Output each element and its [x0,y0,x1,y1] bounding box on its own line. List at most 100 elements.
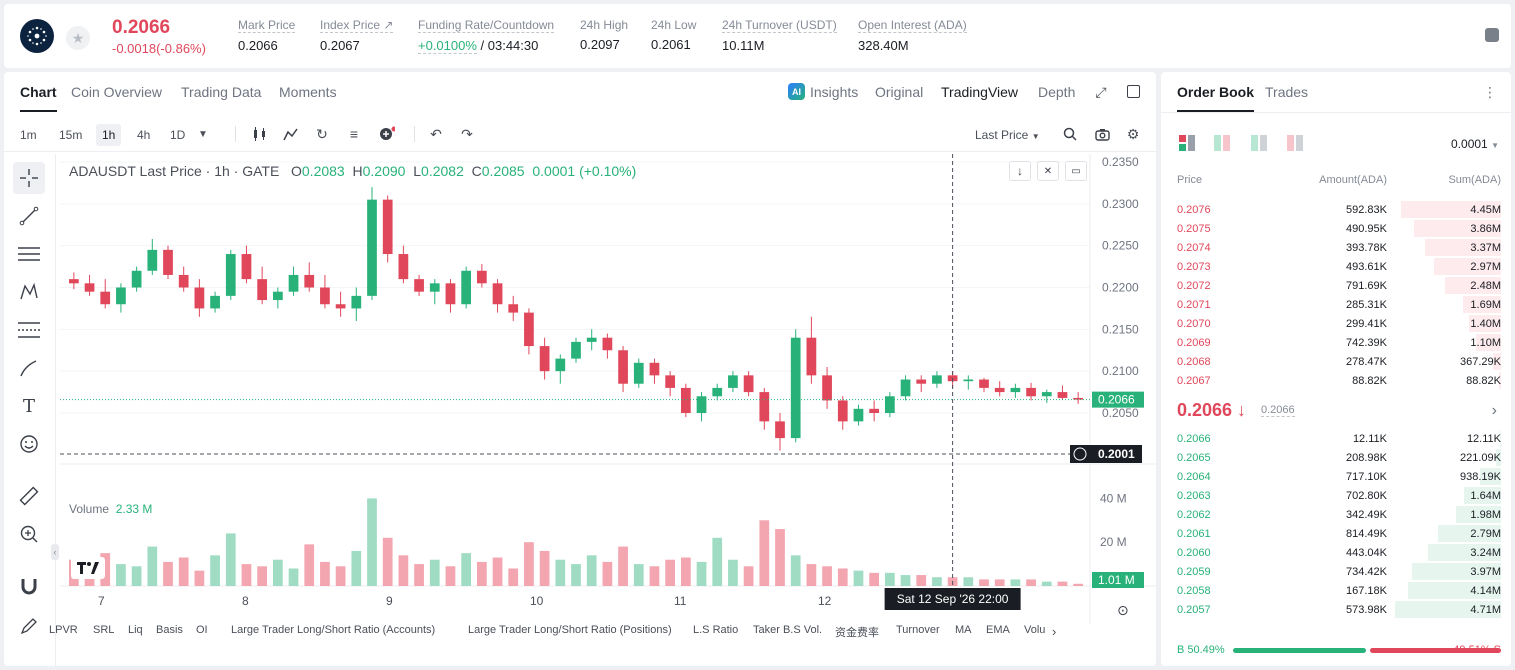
indicator-ema[interactable]: EMA [986,624,1010,636]
expand-icon[interactable]: ⤢ [1095,83,1107,100]
zoom-in-icon[interactable] [13,518,45,550]
bid-row[interactable]: 0.2063 702.80K 1.64M [1161,486,1511,505]
book-sell-only-icon[interactable] [1287,135,1303,151]
tab-depth[interactable]: Depth [1038,84,1076,100]
templates-icon[interactable]: ≡ [349,126,359,142]
mid-price[interactable]: 0.2066 ↓ [1177,400,1247,420]
timeframe-4h[interactable]: 4h [137,128,151,142]
bid-row[interactable]: 0.2065 208.98K 221.09K [1161,448,1511,467]
open-interest-stat[interactable]: Open Interest (ADA) 328.40M [858,18,967,53]
book-both-icon[interactable] [1179,135,1195,151]
refresh-icon[interactable]: ↻ [316,125,328,142]
timeframe-1h[interactable]: 1h [96,124,122,146]
pencil-icon[interactable] [13,610,45,642]
ask-row[interactable]: 0.2072 791.69K 2.48M [1161,276,1511,295]
timeframe-1d[interactable]: 1D [170,128,186,142]
ask-row[interactable]: 0.2070 299.41K 1.40M [1161,314,1511,333]
timeframe-dropdown-icon[interactable]: ▼ [198,128,208,140]
restore-icon[interactable]: ▭ [1065,161,1087,181]
indicator-srl[interactable]: SRL [93,624,115,636]
precision-select[interactable]: 0.0001 ▼ [1451,137,1499,151]
bid-row[interactable]: 0.2066 12.11K 12.11K [1161,429,1511,448]
tab-insights[interactable]: Insights [810,84,859,100]
ask-row[interactable]: 0.2075 490.95K 3.86M [1161,219,1511,238]
arrow-down-icon[interactable]: ↓ [1009,161,1031,181]
bid-row[interactable]: 0.2059 734.42K 3.97M [1161,562,1511,581]
add-indicator-icon[interactable] [379,126,395,142]
indicator-funding-rate[interactable]: 资金费率 [835,627,879,639]
ask-row[interactable]: 0.2073 493.61K 2.97M [1161,257,1511,276]
more-icon[interactable]: ⋮ [1483,84,1497,100]
collapse-toolbar-icon[interactable]: ‹ [51,544,59,560]
emoji-icon[interactable] [13,428,45,460]
indicator-turnover[interactable]: Turnover [896,624,940,636]
tab-order-book[interactable]: Order Book [1177,84,1255,112]
indicator-oi[interactable]: OI [196,624,208,636]
tab-moments[interactable]: Moments [279,84,337,100]
collapse-icon[interactable]: ✕ [1037,161,1059,181]
ask-row[interactable]: 0.2068 278.47K 367.29K [1161,352,1511,371]
redo-icon[interactable]: ↷ [461,125,473,142]
chevron-right-icon[interactable]: › [1052,624,1057,639]
price-type-select[interactable]: Last Price ▼ [975,128,1040,142]
indicator-liq[interactable]: Liq [128,624,143,636]
fullscreen-icon[interactable] [1127,85,1140,98]
indicators-icon[interactable] [283,126,299,142]
search-icon[interactable] [1062,126,1078,142]
camera-icon[interactable] [1094,126,1110,142]
bid-row[interactable]: 0.2058 167.18K 4.14M [1161,581,1511,600]
indicator-ma[interactable]: MA [955,624,972,636]
ask-row[interactable]: 0.2069 742.39K 1.10M [1161,333,1511,352]
ask-row[interactable]: 0.2076 592.83K 4.45M [1161,200,1511,219]
ask-row[interactable]: 0.2071 285.31K 1.69M [1161,295,1511,314]
bid-price: 0.2064 [1177,471,1211,483]
book-buy-only-icon[interactable] [1251,135,1267,151]
ai-insights-icon[interactable]: AI [788,83,805,100]
tab-tradingview[interactable]: TradingView [941,84,1019,100]
ruler-icon[interactable] [13,480,45,512]
ask-row[interactable]: 0.2067 88.82K 88.82K [1161,371,1511,390]
fib-retracement-icon[interactable] [13,314,45,346]
indicator-large-trader-accounts[interactable]: Large Trader Long/Short Ratio (Accounts) [231,624,436,636]
24h-turnover-stat[interactable]: 24h Turnover (USDT) 10.11M [722,18,837,53]
bid-row[interactable]: 0.2060 443.04K 3.24M [1161,543,1511,562]
indicator-taker-vol[interactable]: Taker B.S Vol. [753,624,823,636]
tab-trading-data[interactable]: Trading Data [181,84,262,100]
tab-original[interactable]: Original [875,84,924,100]
tab-trades[interactable]: Trades [1265,84,1309,100]
chart-settings-icon[interactable]: ⊙ [1117,602,1129,618]
bid-row[interactable]: 0.2061 814.49K 2.79M [1161,524,1511,543]
indicator-volume[interactable]: Volu [1024,624,1046,636]
indicator-lpvr[interactable]: LPVR [49,624,78,636]
ask-depth-bar [1498,372,1501,389]
indicator-large-trader-positions[interactable]: Large Trader Long/Short Ratio (Positions… [468,624,672,636]
gear-icon[interactable]: ⚙ [1126,125,1140,142]
book-icon[interactable] [1485,28,1499,42]
crosshair-icon[interactable] [13,162,45,194]
index-price-stat[interactable]: Index Price ↗ 0.2067 [320,18,394,53]
mark-price-stat[interactable]: Mark Price 0.2066 [238,18,296,53]
funding-rate-stat[interactable]: Funding Rate/Countdown +0.0100% / 03:44:… [418,18,555,54]
text-tool-icon[interactable]: T [22,395,35,417]
indicator-ls-ratio[interactable]: L.S Ratio [693,624,739,636]
book-bids-icon[interactable] [1214,135,1230,151]
horizontal-lines-icon[interactable] [13,238,45,270]
undo-icon[interactable]: ↶ [430,125,442,142]
indicator-basis[interactable]: Basis [156,624,183,636]
chevron-right-icon[interactable]: › [1491,402,1497,419]
magnet-icon[interactable] [13,570,45,602]
favorite-star-icon[interactable]: ★ [66,26,90,50]
ask-row[interactable]: 0.2074 393.78K 3.37M [1161,238,1511,257]
candle-type-icon[interactable] [252,126,268,142]
tab-coin-overview[interactable]: Coin Overview [71,84,163,100]
timeframe-1m[interactable]: 1m [20,128,37,142]
pattern-icon[interactable] [13,276,45,308]
bid-row[interactable]: 0.2057 573.98K 4.71M [1161,600,1511,619]
timeframe-15m[interactable]: 15m [59,128,83,142]
brush-icon[interactable] [13,352,45,384]
bid-row[interactable]: 0.2062 342.49K 1.98M [1161,505,1511,524]
candlestick-chart[interactable]: 0.2350 0.2300 0.2250 0.2200 0.2150 0.2100 0.20… [60,154,1156,624]
tab-chart[interactable]: Chart [20,84,57,112]
trend-line-icon[interactable] [13,200,45,232]
bid-row[interactable]: 0.2064 717.10K 938.19K [1161,467,1511,486]
